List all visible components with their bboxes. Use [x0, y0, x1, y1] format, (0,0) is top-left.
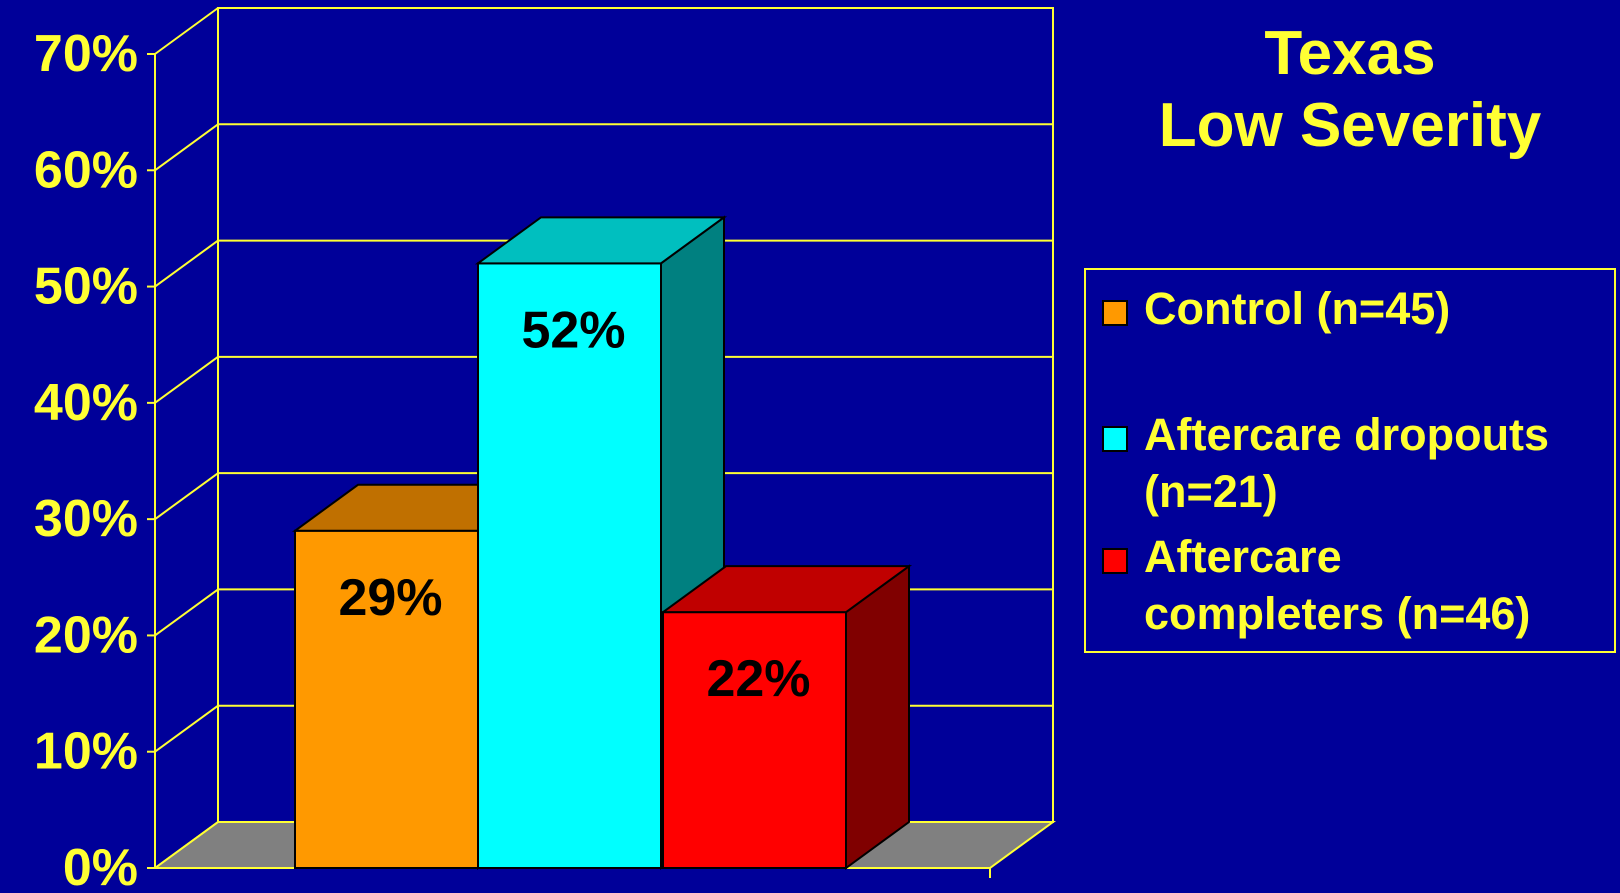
y-tick-label: 20%: [34, 606, 138, 664]
legend-label-dropouts: Aftercare dropouts (n=21): [1144, 409, 1550, 517]
legend-item-completers: Aftercare completers (n=46): [1102, 528, 1530, 642]
chart-title-line-2: Low Severity: [1158, 91, 1542, 160]
side-gridline: [154, 239, 219, 288]
bar-front: [662, 611, 847, 870]
y-tick-label: 10%: [34, 723, 138, 781]
side-gridline: [154, 123, 219, 172]
side-gridline: [154, 472, 219, 520]
bar-front: [294, 529, 479, 869]
bar-front: [477, 262, 662, 870]
bar-data-label: 52%: [521, 301, 625, 359]
bar-data-label: 22%: [706, 650, 810, 708]
y-tick-label: 30%: [34, 490, 138, 548]
bar-data-label: 29%: [338, 569, 442, 627]
side-gridline: [154, 7, 219, 55]
y-tick-label: 40%: [34, 374, 138, 432]
y-tick-label: 0%: [63, 839, 138, 893]
side-gridline: [154, 821, 219, 869]
y-tick-label: 60%: [34, 141, 138, 199]
chart-title: Texas Low Severity: [1100, 18, 1600, 162]
chart-legend: Control (n=45) Aftercare dropouts (n=21)…: [1084, 268, 1616, 653]
y-tick-label: 50%: [34, 258, 138, 316]
bar-top: [659, 565, 913, 614]
side-gridline: [154, 704, 219, 753]
bar-top: [474, 216, 728, 265]
legend-swatch-control: [1102, 300, 1128, 326]
chart-title-line-1: Texas: [1264, 19, 1436, 88]
bar-side: [845, 564, 910, 870]
side-gridline: [154, 356, 219, 404]
legend-label-completers: Aftercare completers (n=46): [1144, 531, 1531, 639]
legend-item-dropouts: Aftercare dropouts (n=21): [1102, 406, 1549, 520]
legend-item-control: Control (n=45): [1102, 280, 1450, 337]
legend-swatch-dropouts: [1102, 426, 1128, 452]
legend-label-control: Control (n=45): [1144, 283, 1451, 334]
side-gridline: [154, 588, 219, 637]
y-tick-label: 70%: [34, 25, 138, 83]
legend-swatch-completers: [1102, 548, 1128, 574]
